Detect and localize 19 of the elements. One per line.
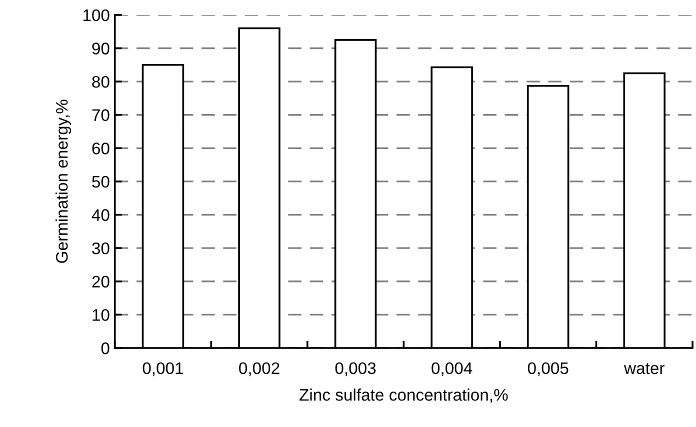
x-tick-label: 0,004	[432, 362, 472, 376]
x-tick-label: 0,002	[239, 362, 280, 376]
x-tick-label: 0,001	[142, 362, 184, 376]
x-tick-label: 0,005	[528, 362, 568, 376]
y-tick-label: 70	[92, 109, 110, 122]
x-axis-title: Zinc sulfate concentration,%	[300, 388, 508, 403]
y-tick-label: 20	[92, 276, 110, 288]
y-tick-label: 0	[101, 342, 110, 354]
x-tick-label: 0,003	[335, 362, 376, 376]
y-tick-label: 10	[92, 309, 110, 321]
x-tick-label: water	[624, 363, 664, 374]
y-tick-label: 40	[92, 209, 110, 221]
y-tick-label: 100	[83, 9, 110, 22]
y-tick-label: 90	[92, 42, 110, 54]
y-tick-label: 30	[92, 242, 110, 254]
y-tick-label: 80	[92, 76, 110, 88]
y-axis-title: Germination energy,%	[56, 100, 72, 263]
y-tick-label: 60	[92, 142, 110, 154]
y-tick-label: 50	[92, 176, 110, 188]
